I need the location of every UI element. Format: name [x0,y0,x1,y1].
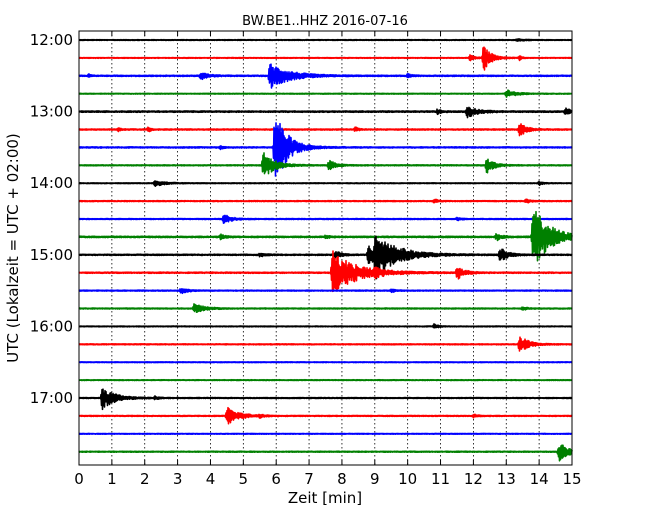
x-tick-label: 9 [370,470,380,488]
x-tick-label: 4 [206,470,216,488]
seismic-trace [78,89,573,98]
x-axis-label: Zeit [min] [288,489,362,507]
trace-layer [78,38,573,462]
x-tick-label: 11 [431,470,450,488]
x-tick-label: 6 [271,470,281,488]
seismic-trace [78,38,573,42]
x-tick-label: 13 [497,470,516,488]
seismic-trace [78,303,573,314]
seismic-trace [78,287,573,295]
tick-layer: 0 1 2 3 4 5 6 7 8 9 10 11 12 13 14 1512:0013:0014:0015:… [30,31,582,488]
seismic-trace [78,388,573,411]
seismic-trace [78,180,573,187]
x-tick-label: 14 [530,470,549,488]
seismic-trace [78,250,573,293]
seismic-trace [78,210,573,262]
seismic-trace [78,63,573,89]
y-tick-label: 12:00 [30,31,73,49]
x-tick-label: 3 [173,470,183,488]
seismic-trace [78,378,573,382]
x-tick-label: 2 [140,470,150,488]
seismic-trace [78,360,573,364]
seismic-trace [78,323,573,329]
y-tick-label: 17:00 [30,389,73,407]
y-tick-label: 16:00 [30,317,73,335]
seismic-trace [78,152,573,175]
x-tick-label: 10 [398,470,417,488]
seismic-trace [78,336,573,352]
x-tick-label: 5 [239,470,249,488]
seismic-trace [78,123,573,137]
seismic-trace [78,46,573,71]
x-tick-label: 8 [337,470,347,488]
seismic-trace [78,406,573,425]
y-tick-label: 13:00 [30,103,73,121]
x-tick-label: 7 [304,470,314,488]
seismic-trace [78,432,573,436]
x-tick-label: 1 [107,470,117,488]
grid-layer [111,31,540,465]
seismic-trace [78,198,573,204]
seismic-trace [78,444,573,462]
x-tick-label: 12 [464,470,483,488]
x-tick-label: 0 [74,470,84,488]
y-axis-label: UTC (Lokalzeit = UTC + 02:00) [4,133,22,363]
chart-title: BW.BE1..HHZ 2016-07-16 [242,14,408,29]
x-tick-label: 15 [562,470,581,488]
y-tick-label: 14:00 [30,174,73,192]
seismic-trace [78,235,573,280]
seismic-trace [78,106,573,119]
seismic-trace [78,122,573,177]
plot-frame [78,30,573,466]
seismic-trace [78,214,573,225]
y-tick-label: 15:00 [30,246,73,264]
